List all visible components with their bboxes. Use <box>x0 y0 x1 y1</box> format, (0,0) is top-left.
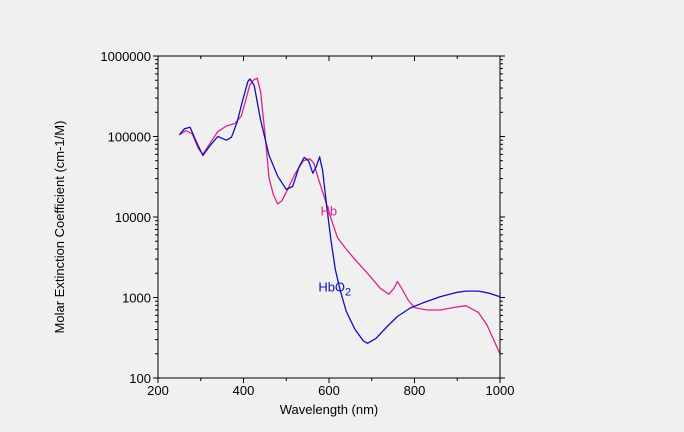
y-tick-label: 10000 <box>115 210 151 225</box>
tick-layer: 200 400 600 800 1000 100 1000 10000 100000 100000… <box>100 49 514 398</box>
series-layer <box>178 77 501 355</box>
series-label-hbo2-main: HbO <box>318 280 345 295</box>
series-label-hbo2: HbO2 <box>318 280 351 299</box>
y-tick-label: 100 <box>129 371 151 386</box>
series-label-hbo2-subscript: 2 <box>345 287 351 299</box>
y-tick-label: 100000 <box>108 130 151 145</box>
y-tick-label: 1000000 <box>100 49 151 64</box>
series-label-hb: Hb <box>320 203 337 218</box>
series-line-hbo2 <box>178 78 501 344</box>
x-tick-label: 400 <box>233 383 255 398</box>
x-tick-label: 600 <box>318 383 340 398</box>
y-tick-label: 1000 <box>122 291 151 306</box>
x-tick-label: 200 <box>147 383 169 398</box>
x-tick-label: 800 <box>404 383 426 398</box>
y-axis-label: Molar Extinction Coefficient (cm-1/M) <box>52 121 67 334</box>
series-line-hb <box>179 77 501 355</box>
x-axis-label: Wavelength (nm) <box>280 402 379 417</box>
x-tick-label: 1000 <box>486 383 515 398</box>
